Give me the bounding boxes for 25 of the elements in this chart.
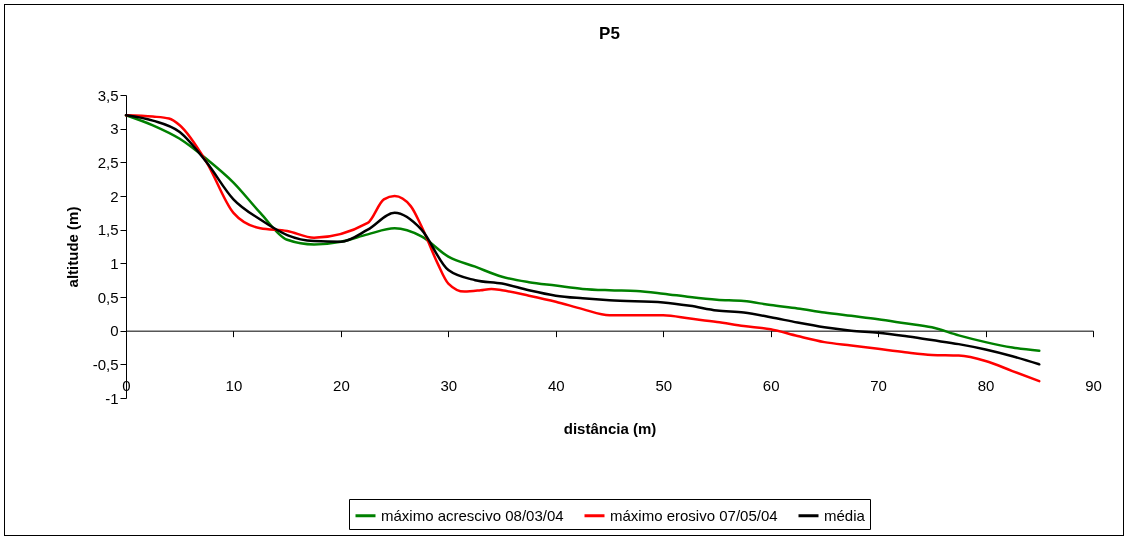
y-tick-label: 0 [110, 322, 119, 340]
x-tick-label: 20 [333, 377, 350, 395]
y-axis-title: altitude (m) [63, 206, 81, 288]
x-tick-label: 30 [440, 377, 458, 395]
y-tick-label: -1 [105, 389, 119, 407]
y-tick-label: 1,5 [97, 221, 119, 239]
x-tick-label: 40 [547, 377, 565, 395]
x-tick-label: 80 [977, 377, 995, 395]
x-tick-label: 10 [225, 377, 243, 395]
legend-label: média [824, 506, 866, 524]
y-tick-label: 3,5 [97, 86, 119, 104]
chart-title: P5 [599, 24, 620, 43]
x-axis-title: distância (m) [563, 420, 657, 438]
x-tick-label: 60 [762, 377, 780, 395]
legend-label: máximo erosivo 07/05/04 [610, 506, 778, 524]
x-tick-label: 90 [1085, 377, 1102, 395]
y-tick-label: 2,5 [97, 153, 119, 171]
y-tick-label: -0,5 [92, 355, 119, 373]
y-tick-label: 3 [110, 120, 119, 138]
y-tick-label: 2 [110, 187, 119, 205]
y-tick-label: 0,5 [97, 288, 119, 306]
x-tick-label: 70 [870, 377, 887, 395]
y-tick-label: 1 [110, 254, 119, 272]
x-tick-label: 50 [655, 377, 673, 395]
legend-label: máximo acrescivo 08/03/04 [381, 506, 564, 524]
